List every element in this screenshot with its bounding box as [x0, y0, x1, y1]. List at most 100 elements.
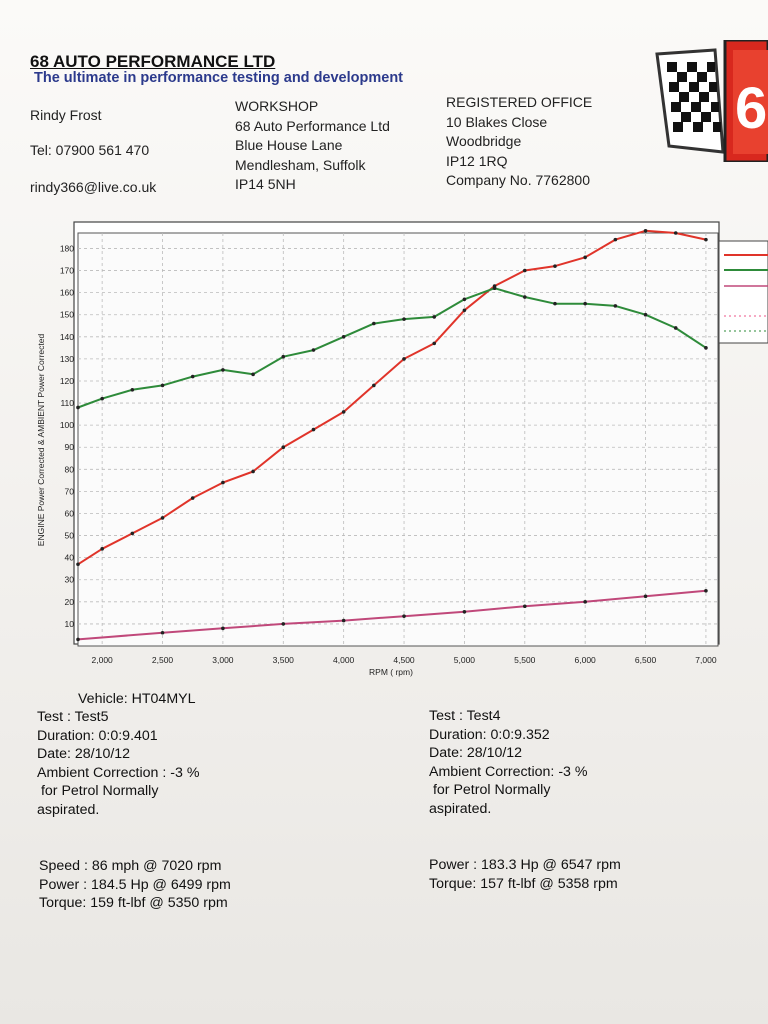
- torque-data-point: [281, 354, 286, 359]
- torque-data-point: [76, 405, 80, 410]
- tagline: The ultimate in performance testing and …: [34, 70, 404, 86]
- speed-data-point: [160, 630, 165, 635]
- office-line: Woodbridge: [446, 133, 522, 149]
- company-name: 68 AUTO PERFORMANCE LTD: [30, 52, 276, 71]
- y-tick-label: 100: [60, 420, 74, 430]
- y-tick-label: 140: [60, 332, 74, 342]
- office-heading: REGISTERED OFFICE: [446, 94, 593, 110]
- registered-office-address: REGISTERED OFFICE 10 Blakes Close Woodbr…: [446, 93, 592, 191]
- power-data-point: [522, 268, 527, 273]
- power-data-point: [372, 383, 376, 388]
- test-right-results: Power : 183.3 Hp @ 6547 rpm Torque: 157 …: [429, 856, 621, 893]
- correction-note-end: aspirated.: [429, 800, 492, 817]
- power-data-point: [100, 547, 104, 551]
- power-data-point: [130, 531, 135, 536]
- y-tick-label: 40: [65, 553, 75, 563]
- power-data-point: [311, 427, 316, 432]
- x-tick-label: 6,500: [635, 655, 657, 665]
- x-tick-label: 3,500: [273, 655, 295, 665]
- power-data-point: [402, 357, 406, 361]
- correction-note: for Petrol Normally: [37, 783, 159, 799]
- y-axis-label: ENGINE Power Corrected & AMBIENT Power C…: [36, 334, 46, 547]
- torque-data-point: [462, 297, 467, 302]
- speed-data-point: [221, 626, 225, 631]
- y-tick-label: 180: [60, 243, 74, 253]
- torque-data-point: [492, 286, 497, 291]
- torque-data-point: [221, 368, 225, 372]
- workshop-address: WORKSHOP 68 Auto Performance Ltd Blue Ho…: [235, 97, 390, 195]
- torque-data-point: [130, 388, 135, 392]
- torque-data-point: [673, 326, 678, 330]
- workshop-line: IP14 5NH: [235, 176, 296, 192]
- speed-data-point: [583, 600, 587, 604]
- workshop-line: Blue House Lane: [235, 137, 343, 153]
- y-tick-label: 10: [65, 619, 75, 629]
- torque-data-point: [643, 312, 648, 317]
- power-data-point: [76, 562, 80, 567]
- y-tick-label: 20: [65, 597, 75, 607]
- speed-data-point: [643, 594, 648, 599]
- max-power: Power : 184.5 Hp @ 6499 rpm: [39, 876, 231, 893]
- x-axis-label: RPM ( rpm): [369, 667, 413, 677]
- speed-data-point: [341, 618, 346, 623]
- contact-name: Rindy Frost: [30, 107, 102, 123]
- max-torque: Torque: 159 ft-lbf @ 5350 rpm: [39, 895, 228, 911]
- torque-data-point: [522, 295, 527, 299]
- torque-data-point: [160, 383, 165, 388]
- x-tick-label: 2,500: [152, 655, 174, 665]
- power-data-point: [673, 231, 678, 235]
- correction-note-end: aspirated.: [37, 801, 100, 818]
- y-tick-label: 70: [65, 486, 75, 496]
- power-data-point: [190, 496, 195, 500]
- torque-data-point: [341, 335, 346, 339]
- test-date: Date: 28/10/12: [37, 746, 131, 762]
- checkered-flag-icon: [667, 62, 721, 132]
- test-left-results: Speed : 86 mph @ 7020 rpm Power : 184.5 …: [39, 857, 231, 913]
- dyno-chart: 10 20 30 40 50 60 70 80 90 100 110 120 130 140 150 160 1…: [36, 221, 768, 677]
- power-data-point: [704, 237, 708, 242]
- power-data-point: [613, 237, 618, 242]
- office-line: Company No. 7762800: [446, 172, 590, 188]
- contact-email: rindy366@live.co.uk: [30, 179, 157, 195]
- torque-curve: [77, 287, 707, 409]
- power-data-point: [643, 228, 648, 233]
- y-tick-label: 110: [60, 398, 74, 408]
- torque-data-point: [372, 321, 376, 326]
- x-tick-label: 3,000: [212, 655, 234, 665]
- y-tick-label: 80: [65, 464, 75, 474]
- y-tick-label: 60: [65, 508, 75, 518]
- x-tick-label: 5,000: [454, 655, 476, 665]
- vehicle-id: Vehicle: HT04MYL: [78, 691, 196, 707]
- power-data-point: [221, 480, 225, 485]
- test-right-details: Test : Test4 Duration: 0:0:9.352 Date: 2…: [429, 707, 588, 818]
- power-data-point: [281, 445, 286, 450]
- y-tick-label: 120: [60, 376, 74, 386]
- power-data-point: [583, 255, 587, 260]
- speed-data-point: [462, 609, 467, 614]
- torque-data-point: [432, 315, 437, 319]
- x-tick-label: 7,000: [695, 655, 717, 665]
- correction-note: for Petrol Normally: [429, 782, 551, 798]
- speed-data-point: [281, 622, 286, 626]
- workshop-line: Mendlesham, Suffolk: [235, 156, 366, 173]
- power-data-point: [160, 516, 165, 520]
- chart-plot-area: [77, 232, 719, 647]
- power-data-point: [462, 308, 467, 313]
- chart-series: [76, 228, 708, 642]
- torque-data-point: [402, 317, 406, 321]
- office-line: 10 Blakes Close: [446, 113, 548, 130]
- torque-data-point: [100, 396, 104, 401]
- chart-gridlines: [78, 233, 718, 646]
- ambient-correction: Ambient Correction : -3 %: [37, 764, 200, 781]
- speed-data-point: [76, 637, 80, 642]
- workshop-heading: WORKSHOP: [235, 98, 319, 114]
- max-speed: Speed : 86 mph @ 7020 rpm: [39, 858, 222, 874]
- torque-data-point: [553, 301, 557, 306]
- test-duration: Duration: 0:0:9.401: [37, 727, 158, 744]
- workshop-line: 68 Auto Performance Ltd: [235, 117, 390, 134]
- test-date: Date: 28/10/12: [429, 745, 523, 761]
- speed-data-point: [402, 614, 406, 618]
- company-logo: 6: [655, 40, 768, 162]
- ambient-correction: Ambient Correction: -3 %: [429, 763, 588, 780]
- x-tick-label: 2,000: [92, 655, 114, 665]
